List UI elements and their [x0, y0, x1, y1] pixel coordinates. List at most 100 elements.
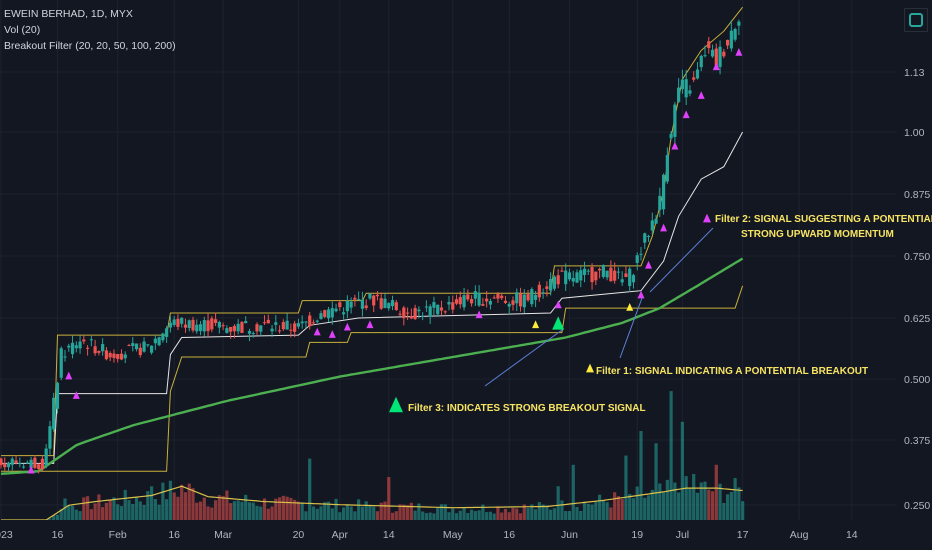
candle-body [345, 300, 349, 312]
candle-body [187, 320, 191, 329]
candle-body [206, 320, 210, 332]
candle-body [82, 339, 86, 342]
candle-body [500, 295, 504, 299]
volume-bar [405, 505, 410, 520]
volume-bar [274, 498, 278, 520]
time-tick-label: 14 [383, 529, 395, 541]
candle-body [123, 354, 127, 359]
candle-body [537, 284, 541, 298]
candle-body [658, 195, 662, 210]
candle-body [552, 276, 557, 289]
volume-bar [473, 511, 477, 520]
candle-body [714, 48, 718, 66]
candle-body [202, 320, 206, 332]
volume-bar [123, 489, 127, 520]
candle-body [405, 312, 410, 314]
annotation-filter2-line1: Filter 2: SIGNAL SUGGESTING A PONTENTIAL [715, 214, 932, 225]
candle-body [379, 298, 383, 309]
candle-body [375, 294, 380, 297]
time-tick-label: Mar [214, 529, 233, 541]
volume-bar [138, 501, 142, 520]
signal-filter2-marker [637, 290, 645, 299]
candle-body [560, 270, 564, 272]
volume-bar [695, 492, 700, 520]
volume-bar [511, 507, 515, 520]
volume-bar [172, 492, 176, 520]
candle-body [677, 87, 681, 102]
candle-body [511, 300, 515, 305]
time-tick-label: Aug [790, 529, 809, 541]
candle-body [14, 460, 18, 464]
candle-body [729, 30, 733, 49]
breakout-filter-label[interactable]: Breakout Filter (20, 20, 50, 100, 200) [4, 40, 176, 52]
candle-body [3, 463, 7, 468]
volume-bar [74, 509, 78, 520]
candle-body [101, 344, 105, 352]
candle-body [78, 341, 82, 349]
candle-body [597, 268, 602, 271]
volume-bar [458, 510, 462, 520]
candle-body [432, 302, 436, 308]
volume-bar [703, 481, 707, 520]
volume-bar [628, 494, 632, 520]
candle-body [37, 464, 41, 470]
candle-body [225, 328, 229, 333]
candle-body [48, 426, 52, 449]
volume-bar [413, 510, 417, 520]
volume-bar [439, 504, 444, 520]
volume-bar [741, 501, 745, 520]
volume-bar [387, 477, 391, 520]
signal-filter2-marker [660, 223, 668, 232]
candle-body [131, 343, 135, 347]
candle-body [236, 323, 240, 332]
volume-bar [462, 508, 466, 520]
candle-body [180, 317, 184, 324]
candle-body [564, 270, 568, 285]
candle-body [718, 46, 722, 67]
candle-body [168, 322, 173, 328]
volume-bar [579, 510, 583, 520]
chart-settings-button[interactable] [904, 8, 928, 32]
volume-bar [232, 501, 237, 520]
symbol-title[interactable]: EWEIN BERHAD, 1D, MYX [4, 8, 133, 20]
volume-bar [262, 498, 267, 520]
volume-bar [560, 500, 564, 520]
candle-body [70, 342, 75, 355]
volume-bar [244, 494, 248, 520]
candle-body [462, 295, 466, 308]
volume-bar [281, 495, 285, 520]
volume-bar [311, 506, 316, 520]
candle-body [67, 345, 71, 348]
signal-filter2-marker [712, 62, 720, 71]
candle-body [353, 297, 357, 300]
price-tick-label: 0.625 [904, 313, 930, 325]
candle-body [277, 330, 282, 332]
candle-body [609, 267, 613, 282]
volume-bar [191, 488, 195, 520]
candle-body [387, 303, 391, 309]
candle-body [217, 321, 221, 328]
candle-body [104, 350, 109, 360]
volume-indicator-label[interactable]: Vol (20) [4, 24, 41, 36]
candle-body [119, 353, 124, 360]
candle-body [522, 294, 526, 308]
time-tick-label: May [443, 529, 464, 541]
volume-bar [97, 494, 101, 520]
candle-body [372, 295, 376, 306]
candle-body [556, 275, 560, 285]
candle-body [451, 302, 455, 310]
candle-body [232, 325, 237, 332]
arrow-filter1 [619, 297, 643, 359]
signal-filter2-marker [313, 327, 321, 336]
volume-bar [104, 502, 109, 520]
volume-bar [567, 511, 572, 520]
candle-body [515, 292, 519, 304]
time-tick-label: 14 [846, 529, 858, 541]
volume-bar [89, 509, 93, 520]
volume-bar [552, 508, 557, 520]
candle-body [707, 41, 711, 49]
candle-body [25, 462, 29, 464]
volume-bar [518, 513, 523, 520]
volume-bar [650, 489, 654, 520]
